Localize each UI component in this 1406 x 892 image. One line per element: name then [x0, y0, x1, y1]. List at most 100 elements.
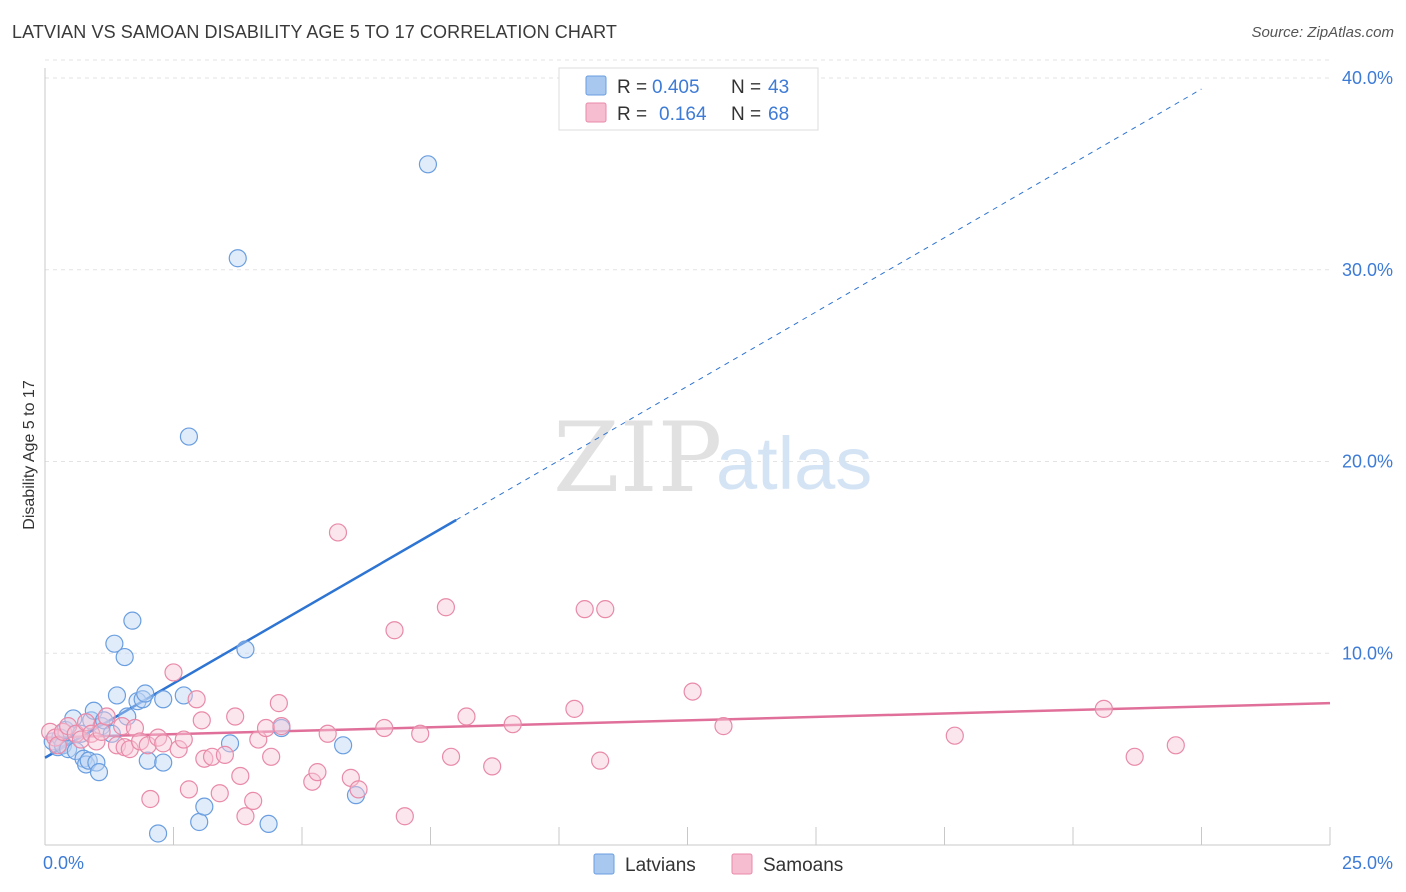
point-samoans-15	[120, 740, 139, 759]
point-samoans-59	[596, 600, 615, 619]
y-tick-label-2: 30.0%	[1342, 260, 1393, 280]
point-samoans-46	[349, 780, 368, 799]
point-latvians-34	[195, 797, 214, 816]
legend-r-label-latvians: R =	[617, 77, 647, 98]
trend-lines	[44, 88, 1331, 759]
point-latvians-27	[138, 751, 157, 770]
axes	[44, 68, 1331, 846]
point-samoans-65	[1166, 736, 1185, 755]
legend-r-label-samoans: R =	[617, 104, 647, 125]
point-latvians-32	[179, 427, 199, 446]
point-samoans-47	[375, 718, 394, 738]
legend-n-value-latvians: 43	[768, 77, 789, 98]
point-samoans-48	[385, 621, 404, 640]
point-samoans-37	[256, 718, 276, 738]
series-latvians	[43, 155, 438, 843]
point-latvians-20	[107, 686, 127, 705]
legend-n-label-latvians: N =	[731, 77, 761, 98]
legend-r-value-samoans: 0.164	[659, 104, 707, 125]
bottom-legend-label-latvians: Latvians	[625, 855, 696, 876]
legend-swatch-samoans	[585, 102, 607, 123]
point-latvians-35	[220, 734, 240, 753]
point-samoans-41	[303, 772, 322, 791]
point-latvians-33	[190, 812, 209, 832]
point-samoans-26	[187, 690, 206, 709]
point-samoans-9	[87, 732, 106, 751]
point-samoans-32	[226, 707, 245, 726]
series-samoans	[41, 523, 1185, 826]
point-samoans-49	[395, 807, 414, 826]
point-samoans-30	[210, 784, 229, 803]
bottom-legend-swatch-samoans	[731, 853, 753, 875]
bottom-legend-label-samoans: Samoans	[763, 855, 843, 876]
point-samoans-38	[262, 747, 281, 766]
source-credit: Source: ZipAtlas.com	[1251, 24, 1394, 41]
legend-swatch-latvians	[585, 75, 607, 96]
y-tick-label-1: 20.0%	[1342, 452, 1393, 472]
point-latvians-21	[115, 647, 134, 667]
legend-r-value-latvians: 0.405	[652, 77, 700, 98]
point-samoans-64	[1125, 747, 1144, 766]
point-latvians-15	[89, 763, 109, 782]
gridlines	[45, 59, 1330, 654]
bottom-legend: Latvians Samoans	[593, 853, 843, 876]
point-samoans-63	[1094, 699, 1113, 718]
point-samoans-21	[154, 734, 173, 753]
point-samoans-22	[164, 663, 183, 682]
point-latvians-42	[418, 155, 438, 174]
point-samoans-24	[174, 730, 193, 749]
point-latvians-30	[154, 690, 173, 709]
point-samoans-2	[48, 736, 67, 755]
x-tick-label-0: 0.0%	[43, 853, 84, 873]
point-samoans-11	[97, 707, 116, 726]
point-samoans-33	[231, 766, 250, 786]
point-samoans-61	[714, 717, 733, 736]
point-samoans-5	[66, 724, 85, 743]
legend-n-value-samoans: 68	[768, 104, 789, 125]
point-latvians-26	[136, 684, 155, 703]
point-samoans-43	[318, 724, 337, 743]
point-latvians-38	[259, 814, 278, 834]
point-samoans-35	[244, 791, 263, 810]
point-samoans-16	[125, 718, 145, 738]
point-samoans-53	[457, 707, 476, 726]
point-samoans-7	[77, 713, 96, 732]
point-samoans-10	[92, 722, 111, 741]
trend-line-latvians	[44, 518, 457, 759]
point-latvians-19	[105, 634, 124, 653]
point-samoans-31	[215, 745, 234, 764]
point-samoans-4	[59, 717, 78, 736]
point-samoans-42	[308, 763, 327, 782]
point-latvians-28	[148, 824, 168, 843]
point-samoans-52	[441, 747, 461, 766]
watermark-atlas: atlas	[716, 422, 872, 505]
point-samoans-18	[138, 736, 157, 755]
trend-line-extension-latvians	[455, 88, 1202, 521]
watermark-zip: ZIP	[553, 402, 722, 514]
point-samoans-27	[192, 711, 211, 730]
legend-n-label-samoans: N =	[731, 104, 761, 125]
point-samoans-0	[41, 722, 60, 741]
point-latvians-36	[228, 249, 247, 268]
point-samoans-20	[148, 728, 168, 747]
point-samoans-57	[575, 600, 594, 619]
point-samoans-55	[503, 715, 522, 734]
x-tick-label-1: 25.0%	[1342, 853, 1393, 873]
point-latvians-29	[154, 753, 173, 772]
point-samoans-23	[169, 740, 188, 759]
point-samoans-19	[141, 789, 160, 809]
point-samoans-6	[71, 730, 91, 749]
point-samoans-40	[272, 717, 291, 736]
y-tick-label-0: 10.0%	[1342, 643, 1393, 663]
point-samoans-54	[483, 757, 502, 776]
y-axis-label: Disability Age 5 to 17	[21, 380, 38, 530]
bottom-legend-swatch-latvians	[593, 853, 615, 875]
point-samoans-60	[683, 682, 702, 701]
point-samoans-34	[236, 807, 255, 826]
legend: R = 0.405 N = 43 R = 0.164 N = 68	[558, 67, 819, 131]
data-points	[41, 155, 1185, 843]
point-samoans-44	[328, 523, 348, 542]
point-latvians-40	[334, 736, 353, 755]
y-tick-label-3: 40.0%	[1342, 68, 1393, 88]
point-samoans-58	[591, 751, 610, 770]
